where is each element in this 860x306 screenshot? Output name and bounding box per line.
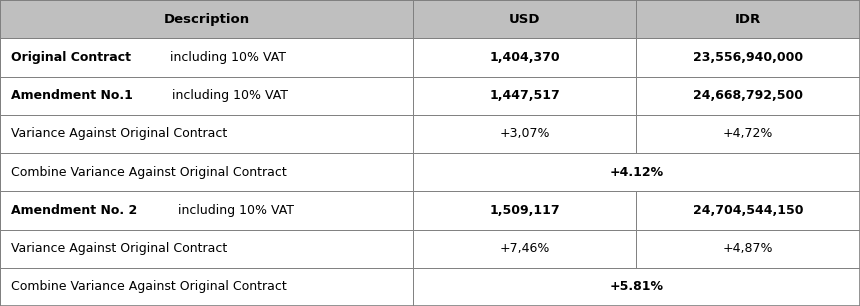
Bar <box>413 230 636 268</box>
Text: IDR: IDR <box>735 13 761 26</box>
Text: 1,509,117: 1,509,117 <box>489 204 560 217</box>
Text: 23,556,940,000: 23,556,940,000 <box>693 51 803 64</box>
Text: 24,704,544,150: 24,704,544,150 <box>693 204 803 217</box>
Bar <box>0 0 413 38</box>
Text: including 10% VAT: including 10% VAT <box>169 89 288 102</box>
Bar <box>0 268 413 306</box>
Text: +7,46%: +7,46% <box>500 242 550 255</box>
Text: Amendment No. 2: Amendment No. 2 <box>11 204 138 217</box>
Text: +4.12%: +4.12% <box>610 166 663 179</box>
Text: Variance Against Original Contract: Variance Against Original Contract <box>11 242 227 255</box>
Bar <box>636 0 860 38</box>
Text: Combine Variance Against Original Contract: Combine Variance Against Original Contra… <box>11 280 287 293</box>
Text: 1,404,370: 1,404,370 <box>489 51 560 64</box>
Bar <box>413 191 636 230</box>
Bar <box>413 38 636 76</box>
Bar <box>0 153 413 191</box>
Text: +3,07%: +3,07% <box>500 127 550 140</box>
Bar <box>636 191 860 230</box>
Bar <box>636 115 860 153</box>
Text: Description: Description <box>163 13 249 26</box>
Text: USD: USD <box>509 13 540 26</box>
Text: Original Contract: Original Contract <box>11 51 132 64</box>
Bar <box>636 230 860 268</box>
Bar <box>413 115 636 153</box>
Bar <box>0 76 413 115</box>
Bar <box>0 191 413 230</box>
Text: Variance Against Original Contract: Variance Against Original Contract <box>11 127 227 140</box>
Bar <box>0 230 413 268</box>
Bar <box>0 38 413 76</box>
Bar <box>636 76 860 115</box>
Text: +5.81%: +5.81% <box>610 280 663 293</box>
Bar <box>636 38 860 76</box>
Bar <box>413 0 636 38</box>
Text: including 10% VAT: including 10% VAT <box>166 51 286 64</box>
Text: +4,87%: +4,87% <box>723 242 773 255</box>
Bar <box>413 153 860 191</box>
Bar <box>413 268 860 306</box>
Text: 1,447,517: 1,447,517 <box>489 89 560 102</box>
Text: +4,72%: +4,72% <box>723 127 773 140</box>
Bar <box>0 115 413 153</box>
Bar <box>413 76 636 115</box>
Text: 24,668,792,500: 24,668,792,500 <box>693 89 803 102</box>
Text: including 10% VAT: including 10% VAT <box>174 204 294 217</box>
Text: Combine Variance Against Original Contract: Combine Variance Against Original Contra… <box>11 166 287 179</box>
Text: Amendment No.1: Amendment No.1 <box>11 89 133 102</box>
